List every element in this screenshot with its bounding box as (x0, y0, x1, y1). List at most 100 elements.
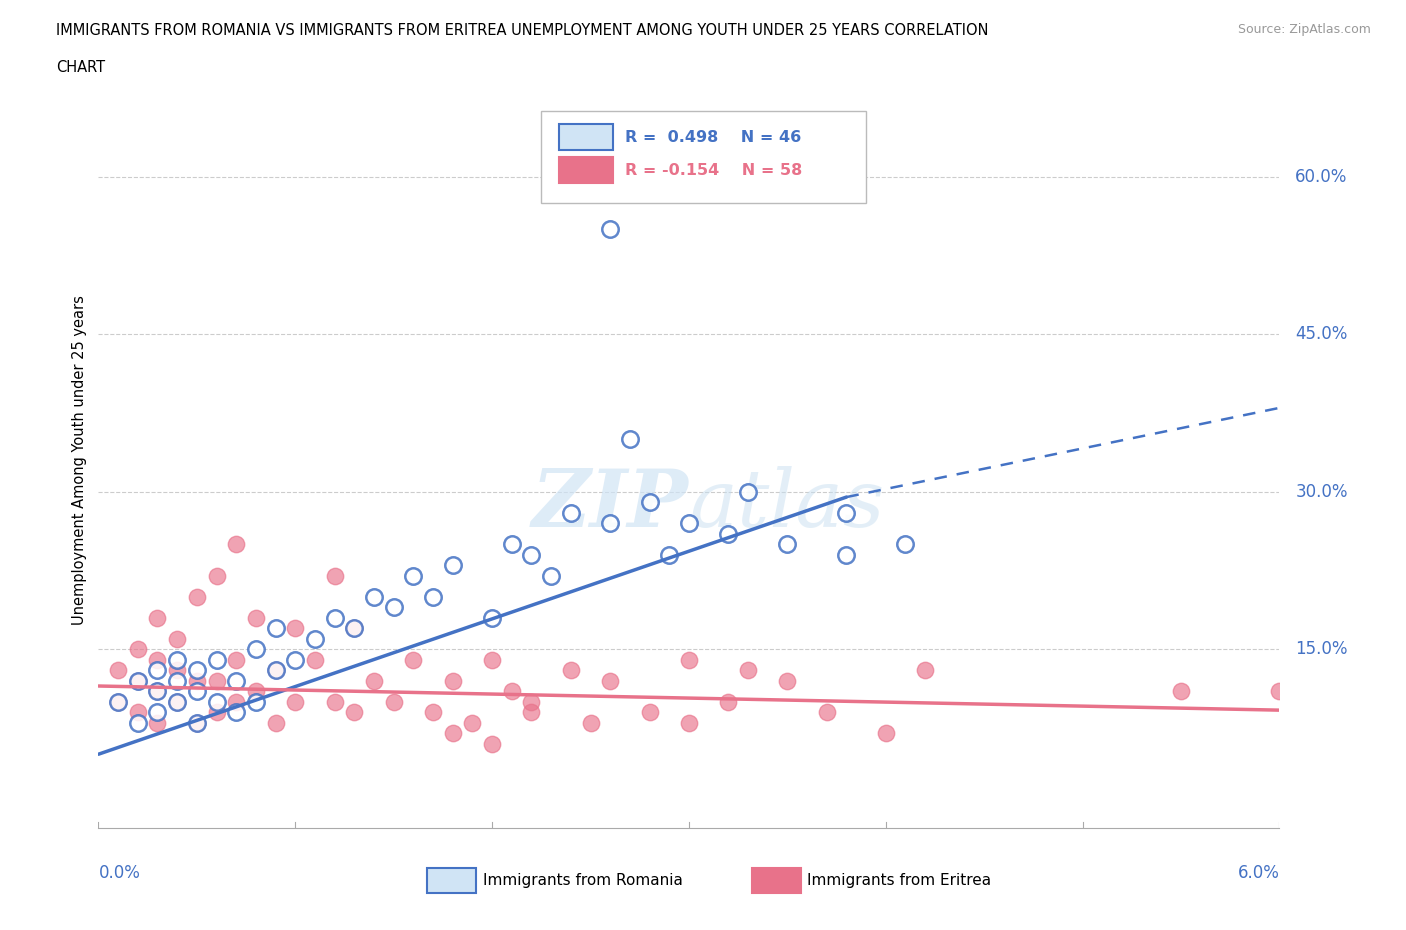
Point (127, 673, 149, 688)
Point (225, 673, 247, 688)
Point (520, 548, 543, 563)
Point (1268, 684, 1291, 698)
Point (205, 705, 228, 720)
Point (304, 652, 326, 667)
Y-axis label: Unemployment Among Youth under 25 years: Unemployment Among Youth under 25 years (72, 296, 87, 625)
Point (225, 652, 247, 667)
Point (264, 663, 287, 678)
Point (127, 715, 149, 730)
Point (363, 590, 385, 604)
Point (540, 568, 562, 583)
Text: Immigrants from Romania: Immigrants from Romania (484, 873, 683, 888)
Point (127, 642, 149, 657)
Point (776, 673, 799, 688)
Text: 30.0%: 30.0% (1295, 483, 1348, 501)
FancyBboxPatch shape (541, 112, 866, 204)
Point (737, 663, 759, 678)
Text: 0.0%: 0.0% (98, 865, 141, 883)
Point (382, 600, 405, 615)
Point (107, 663, 129, 678)
Point (284, 652, 307, 667)
Point (481, 610, 503, 625)
Point (520, 705, 543, 720)
Point (579, 715, 602, 730)
Point (835, 548, 858, 563)
Text: 15.0%: 15.0% (1295, 640, 1348, 658)
Point (481, 737, 503, 751)
Point (146, 610, 169, 625)
Point (107, 695, 129, 710)
Point (107, 695, 129, 710)
Point (638, 705, 661, 720)
Point (146, 663, 169, 678)
Point (205, 652, 228, 667)
Text: 6.0%: 6.0% (1237, 865, 1279, 883)
Text: 60.0%: 60.0% (1295, 168, 1347, 186)
FancyBboxPatch shape (560, 124, 613, 151)
Point (382, 695, 405, 710)
Point (875, 725, 897, 740)
Point (638, 495, 661, 510)
Point (343, 621, 366, 636)
Point (599, 673, 621, 688)
Point (146, 652, 169, 667)
Text: Source: ZipAtlas.com: Source: ZipAtlas.com (1237, 23, 1371, 36)
Point (717, 526, 740, 541)
Point (678, 516, 700, 531)
Point (284, 695, 307, 710)
Point (304, 631, 326, 646)
Point (481, 652, 503, 667)
Point (737, 485, 759, 499)
FancyBboxPatch shape (427, 868, 477, 893)
Point (264, 715, 287, 730)
Point (264, 663, 287, 678)
Point (245, 642, 267, 657)
Point (127, 705, 149, 720)
Point (501, 537, 523, 551)
Point (560, 505, 582, 520)
Point (146, 684, 169, 698)
Point (678, 715, 700, 730)
Point (245, 684, 267, 698)
Point (245, 695, 267, 710)
Point (186, 673, 208, 688)
Point (678, 652, 700, 667)
Point (914, 663, 936, 678)
Text: IMMIGRANTS FROM ROMANIA VS IMMIGRANTS FROM ERITREA UNEMPLOYMENT AMONG YOUTH UNDE: IMMIGRANTS FROM ROMANIA VS IMMIGRANTS FR… (56, 23, 988, 38)
Point (815, 705, 838, 720)
Point (245, 610, 267, 625)
Point (205, 695, 228, 710)
Point (441, 725, 464, 740)
Point (166, 673, 188, 688)
Point (127, 673, 149, 688)
Point (205, 568, 228, 583)
Text: Immigrants from Eritrea: Immigrants from Eritrea (807, 873, 991, 888)
Point (599, 222, 621, 237)
Point (186, 715, 208, 730)
Point (166, 663, 188, 678)
Point (225, 537, 247, 551)
Point (422, 705, 444, 720)
Point (166, 631, 188, 646)
Point (323, 568, 346, 583)
Point (146, 684, 169, 698)
Point (658, 548, 681, 563)
Point (264, 621, 287, 636)
Text: 45.0%: 45.0% (1295, 326, 1347, 343)
FancyBboxPatch shape (752, 868, 801, 893)
Point (599, 516, 621, 531)
Point (560, 663, 582, 678)
Point (166, 695, 188, 710)
Point (461, 715, 484, 730)
Point (186, 663, 208, 678)
Point (343, 705, 366, 720)
Point (166, 695, 188, 710)
Point (422, 590, 444, 604)
Point (186, 715, 208, 730)
Point (835, 505, 858, 520)
Text: CHART: CHART (56, 60, 105, 75)
Point (441, 673, 464, 688)
Point (146, 705, 169, 720)
Point (402, 652, 425, 667)
Point (225, 695, 247, 710)
